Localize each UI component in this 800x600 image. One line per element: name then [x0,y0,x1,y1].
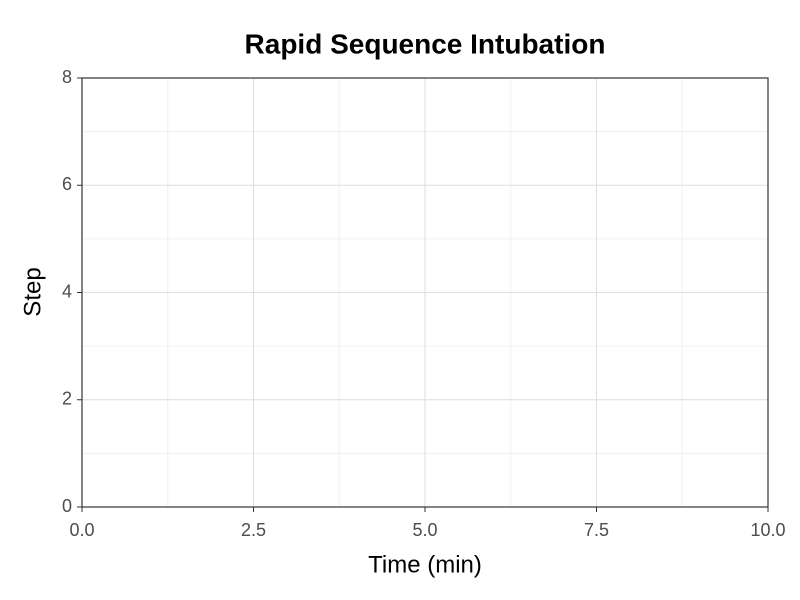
chart-title: Rapid Sequence Intubation [245,28,606,59]
x-tick-label: 7.5 [584,520,609,540]
x-tick-label: 5.0 [412,520,437,540]
x-tick-label: 10.0 [750,520,785,540]
y-tick-label: 0 [62,496,72,516]
y-axis-title: Step [19,267,46,316]
y-tick-label: 4 [62,281,72,301]
x-axis-title: Time (min) [368,551,482,578]
x-tick-label: 2.5 [241,520,266,540]
y-tick-label: 8 [62,67,72,87]
y-tick-label: 6 [62,174,72,194]
x-tick-label: 0.0 [69,520,94,540]
y-tick-label: 2 [62,389,72,409]
